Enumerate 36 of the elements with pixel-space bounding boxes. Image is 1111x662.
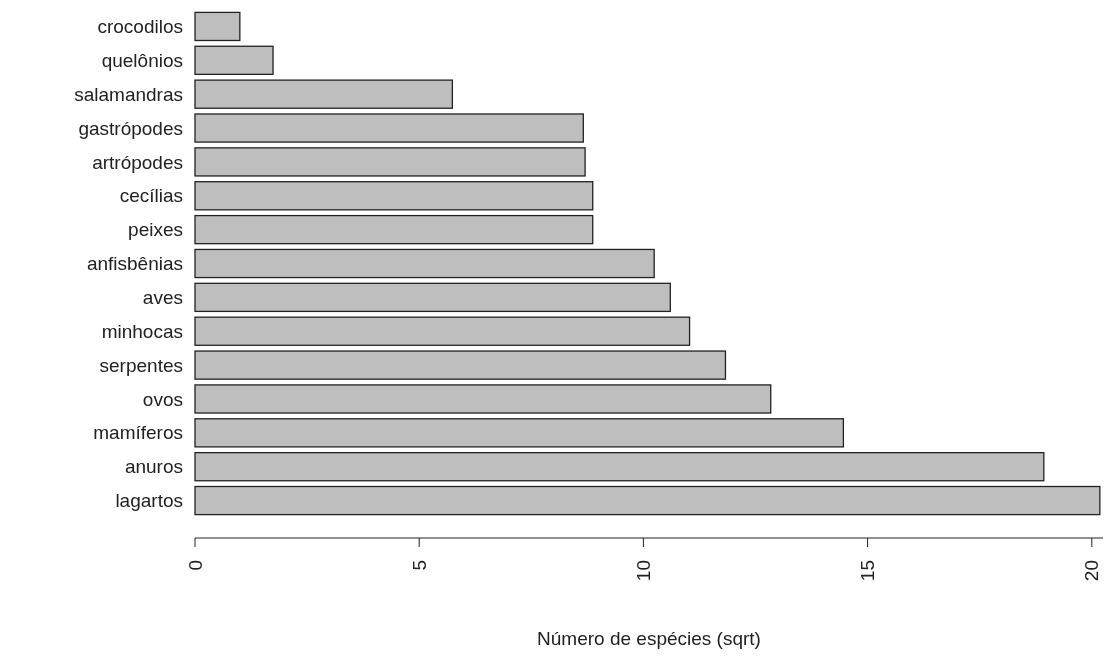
y-tick-label: mamíferos	[93, 422, 183, 444]
y-tick-label: lagartos	[115, 490, 183, 512]
y-tick-label: peixes	[128, 219, 183, 241]
bar	[194, 147, 586, 177]
bar	[194, 11, 241, 42]
bar	[194, 214, 594, 245]
y-tick-label: crocodilos	[97, 16, 183, 38]
y-tick-label: aves	[142, 287, 183, 309]
y-tick-label: anfisbênias	[86, 253, 183, 275]
y-tick-label: ovos	[142, 388, 183, 410]
bar	[194, 451, 1045, 482]
y-tick-label: artrópodes	[92, 151, 183, 173]
y-tick-label: minhocas	[101, 320, 183, 342]
y-tick-label: gastrópodes	[78, 117, 183, 139]
x-tick-label: 20	[1081, 560, 1103, 582]
bar	[194, 181, 594, 211]
x-tick-label: 15	[857, 560, 879, 582]
bar	[194, 384, 772, 414]
x-axis-title: Número de espécies (sqrt)	[537, 628, 761, 649]
x-tick-label: 5	[408, 560, 430, 571]
bar	[194, 282, 671, 313]
bar	[194, 485, 1101, 516]
bar	[194, 248, 655, 279]
y-tick-label: cecílias	[119, 185, 183, 207]
x-tick-label: 0	[184, 560, 206, 571]
bar	[194, 113, 584, 143]
bar	[194, 350, 727, 380]
y-tick-label: quelônios	[101, 49, 183, 71]
x-tick-label: 10	[633, 560, 655, 582]
bar	[194, 79, 454, 109]
y-tick-label: salamandras	[74, 83, 183, 105]
bar	[194, 45, 274, 76]
y-tick-label: anuros	[124, 456, 183, 478]
y-tick-label: serpentes	[99, 354, 183, 376]
bar	[194, 316, 691, 346]
bar	[194, 418, 845, 448]
